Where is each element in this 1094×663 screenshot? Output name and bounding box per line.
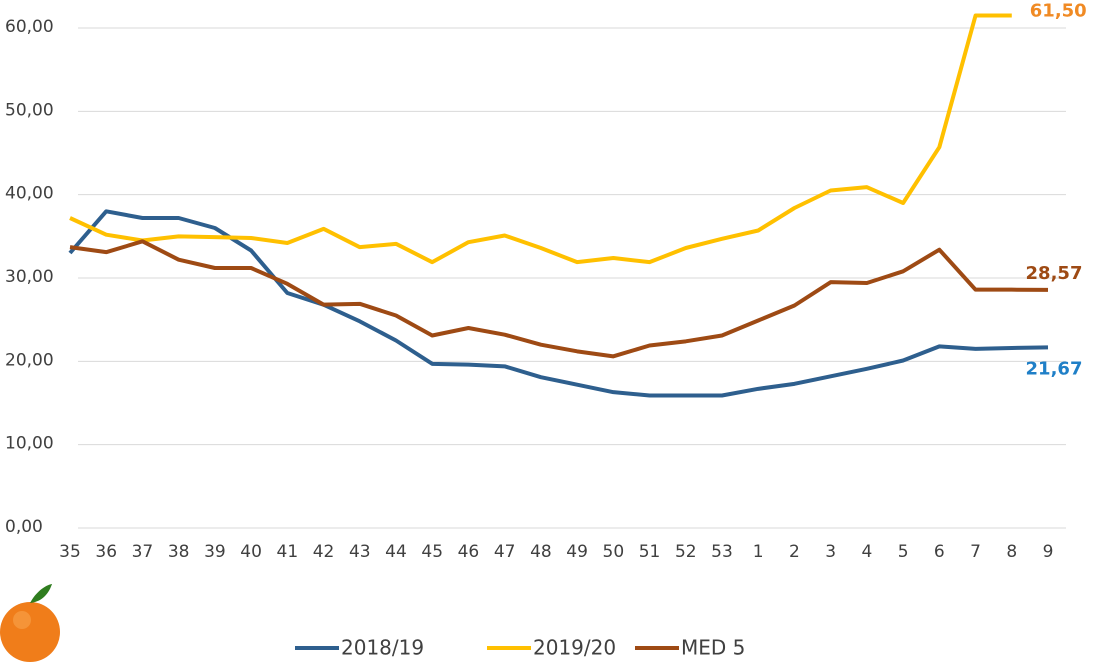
x-tick-label: 6 [934,542,945,562]
y-tick-label: 0,00 [5,517,43,537]
y-tick-label: 20,00 [5,350,54,370]
y-tick-label: 60,00 [5,17,54,37]
x-tick-label: 44 [385,542,407,562]
x-tick-label: 3 [825,542,836,562]
data-label: 21,67 [1026,358,1083,379]
x-tick-label: 9 [1043,542,1054,562]
x-tick-label: 2 [789,542,800,562]
x-tick-label: 38 [168,542,190,562]
legend-label: 2018/19 [341,636,424,660]
x-tick-label: 46 [458,542,480,562]
x-tick-label: 42 [313,542,335,562]
x-tick-label: 8 [1006,542,1017,562]
x-tick-label: 47 [494,542,516,562]
x-tick-label: 36 [95,542,117,562]
x-tick-label: 40 [240,542,262,562]
x-tick-label: 50 [603,542,625,562]
x-tick-label: 41 [277,542,299,562]
x-tick-label: 39 [204,542,226,562]
x-tick-label: 7 [970,542,981,562]
x-tick-label: 5 [898,542,909,562]
series-line [69,13,1012,265]
y-tick-label: 10,00 [5,434,54,454]
y-tick-label: 40,00 [5,184,54,204]
data-label: 61,50 [1030,1,1087,22]
x-tick-label: 45 [421,542,443,562]
x-tick-label: 4 [861,542,872,562]
y-tick-label: 30,00 [5,267,54,287]
x-tick-label: 51 [639,542,661,562]
legend-label: 2019/20 [533,636,616,660]
x-tick-label: 1 [753,542,764,562]
orange-icon [0,584,60,662]
x-tick-label: 43 [349,542,371,562]
series-line [69,239,1049,359]
x-tick-label: 48 [530,542,552,562]
legend-label: MED 5 [681,636,745,660]
data-label: 28,57 [1026,263,1083,284]
x-tick-label: 35 [59,542,81,562]
x-tick-label: 52 [675,542,697,562]
x-tick-label: 49 [566,542,588,562]
y-tick-label: 50,00 [5,100,54,120]
x-tick-label: 53 [711,542,733,562]
x-tick-label: 37 [132,542,154,562]
